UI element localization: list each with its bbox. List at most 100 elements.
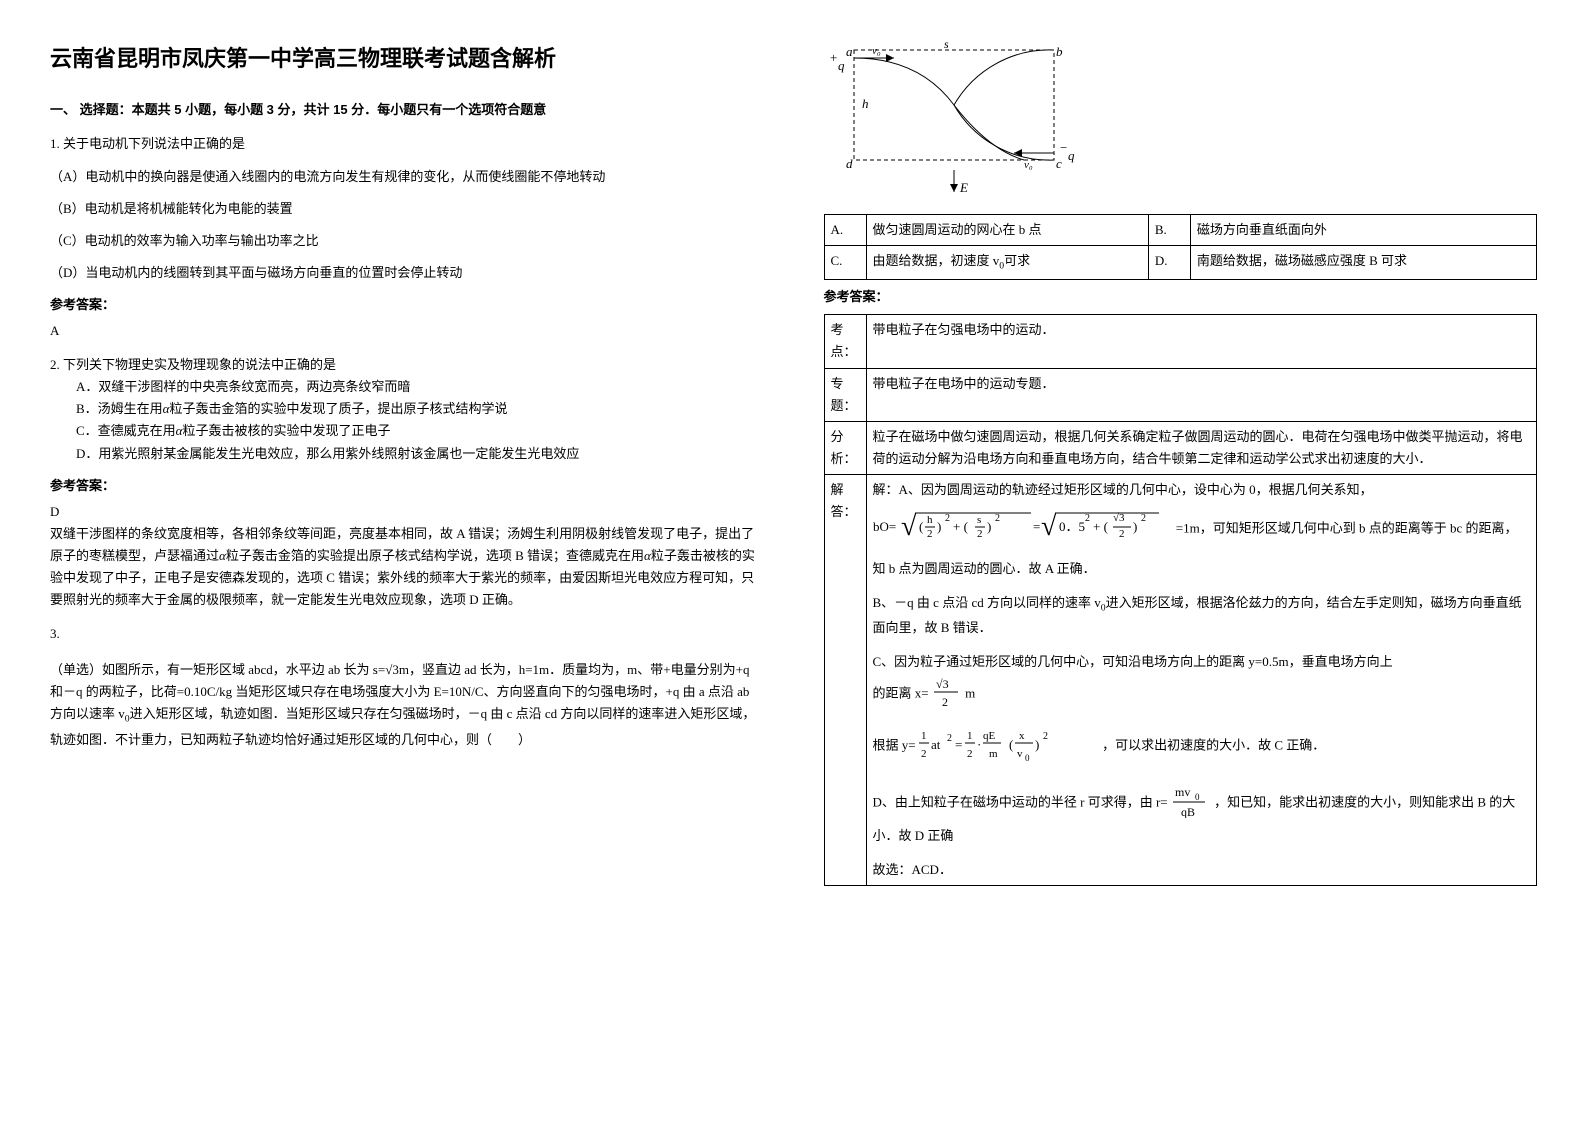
svg-text:at: at (931, 737, 941, 752)
svg-text:2: 2 (945, 513, 950, 524)
svg-text:2: 2 (1141, 513, 1146, 524)
svg-text:2: 2 (1085, 513, 1090, 524)
row-zhuanti-text: 带电粒子在电场中的运动专题． (866, 368, 1537, 421)
opt-b-text: 磁场方向垂直纸面向外 (1190, 215, 1536, 246)
svg-text:q: q (838, 58, 845, 73)
opt-a-text: 做匀速圆周运动的网心在 b 点 (866, 215, 1148, 246)
svg-text:=: = (955, 737, 962, 752)
q1-opt-a: （A）电动机中的换向器是使通入线圈内的电流方向发生有规律的变化，从而使线圈能不停… (50, 166, 764, 188)
q1-stem: 1. 关于电动机下列说法中正确的是 (50, 133, 764, 155)
svg-text:√: √ (901, 511, 917, 542)
formula-y: 1 2 at 2 = 1 2 · qE (919, 723, 1099, 770)
step-c: C、因为粒子通过矩形区域的几何中心，可知沿电场方向上的距离 y=0.5m，垂直电… (873, 651, 1531, 769)
svg-text:(: ( (1009, 737, 1013, 752)
svg-text:bO=: bO= (873, 519, 896, 534)
formula-r: mv 0 qB (1171, 782, 1211, 825)
page-title: 云南省昆明市凤庆第一中学高三物理联考试题含解析 (50, 40, 764, 77)
q2-opt-b: B．汤姆生在用α粒子轰击金箔的实验中发现了质子，提出原子核式结构学说 (50, 398, 764, 420)
question-3: （单选）如图所示，有一矩形区域 abcd，水平边 ab 长为 s=√3m，竖直边… (50, 659, 764, 750)
q2-opt-a: A．双缝干涉图样的中央亮条纹宽而亮，两边亮条纹窄而暗 (50, 376, 764, 398)
row-kaodian-label: 考点： (824, 315, 866, 368)
physics-diagram: a b c d s + q v₀ h − q v₀ E (824, 40, 1084, 200)
step-a: 解：A、因为圆周运动的轨迹经过矩形区域的几何中心，设中心为 0，根据几何关系知，… (873, 479, 1531, 580)
svg-text:h: h (862, 96, 869, 111)
opt-c-label: C. (824, 246, 866, 280)
svg-text:mv: mv (1175, 785, 1190, 799)
svg-text:0: 0 (1025, 753, 1030, 763)
svg-text:): ) (937, 519, 941, 534)
svg-text:−: − (1060, 140, 1067, 155)
svg-text:): ) (1133, 519, 1137, 534)
svg-text:1: 1 (921, 730, 927, 742)
q2-answer-label: 参考答案： (50, 475, 764, 497)
formula-x: √3 2 (932, 674, 962, 715)
opt-d-label: D. (1148, 246, 1190, 280)
svg-text:2: 2 (1043, 731, 1048, 742)
q1-opt-b: （B）电动机是将机械能转化为电能的装置 (50, 198, 764, 220)
row-fenxi-label: 分析： (824, 421, 866, 474)
svg-text:(: ( (919, 519, 923, 534)
step-b: B、－q 由 c 点沿 cd 方向以同样的速率 v0进入矩形区域，根据洛伦兹力的… (873, 592, 1531, 639)
svg-text:2: 2 (1119, 528, 1125, 540)
svg-text:qE: qE (983, 730, 996, 742)
svg-text:v₀: v₀ (1024, 159, 1033, 171)
svg-text:2: 2 (947, 733, 952, 744)
q2-opt-c: C．查德威克在用α粒子轰击被核的实验中发现了正电子 (50, 420, 764, 442)
row-kaodian-text: 带电粒子在匀强电场中的运动． (866, 315, 1537, 368)
q1-opt-d: （D）当电动机内的线圈转到其平面与磁场方向垂直的位置时会停止转动 (50, 262, 764, 284)
svg-text:a: a (846, 44, 853, 59)
svg-text:1: 1 (967, 730, 973, 742)
opt-b-label: B. (1148, 215, 1190, 246)
svg-text:b: b (1056, 44, 1063, 59)
q3-number: 3. (50, 623, 764, 645)
question-2: 2. 下列关下物理史实及物理现象的说法中正确的是 A．双缝干涉图样的中央亮条纹宽… (50, 354, 764, 464)
formula-bo: bO= √ ( h 2 ) 2 + ( s (873, 501, 1173, 558)
row-jieda-text: 解：A、因为圆周运动的轨迹经过矩形区域的几何中心，设中心为 0，根据几何关系知，… (866, 474, 1537, 885)
svg-text:E: E (959, 180, 968, 195)
svg-text:√3: √3 (1113, 512, 1125, 524)
q2-opt-d: D．用紫光照射某金属能发生光电效应，那么用紫外线照射该金属也一定能发生光电效应 (50, 443, 764, 465)
question-1: 1. 关于电动机下列说法中正确的是 (50, 133, 764, 155)
svg-text:x: x (1019, 730, 1025, 742)
svg-text:2: 2 (927, 528, 933, 540)
row-jieda-label: 解答： (824, 474, 866, 885)
q2-stem: 2. 下列关下物理史实及物理现象的说法中正确的是 (50, 354, 764, 376)
q1-answer: A (50, 320, 764, 342)
q1-answer-label: 参考答案： (50, 294, 764, 316)
svg-text:m: m (989, 748, 998, 760)
svg-text:c: c (1056, 156, 1062, 171)
analysis-table: 考点： 带电粒子在匀强电场中的运动． 专题： 带电粒子在电场中的运动专题． 分析… (824, 314, 1538, 886)
svg-text:2: 2 (977, 528, 983, 540)
svg-text:h: h (927, 514, 933, 526)
svg-text:2: 2 (921, 748, 927, 760)
opt-c-text: 由题给数据，初速度 v0可求 (866, 246, 1148, 280)
section-heading: 一、 选择题：本题共 5 小题，每小题 3 分，共计 15 分．每小题只有一个选… (50, 99, 764, 121)
svg-text:0: 0 (1195, 792, 1200, 802)
svg-text:): ) (1035, 737, 1039, 752)
q2-explanation: 双缝干涉图样的条纹宽度相等，各相邻条纹等间距，亮度基本相同，故 A 错误；汤姆生… (50, 523, 764, 611)
svg-text:qB: qB (1181, 805, 1195, 818)
svg-text:2: 2 (995, 513, 1000, 524)
svg-text:+ (: + ( (953, 519, 968, 534)
svg-text:+ (: + ( (1093, 519, 1108, 534)
svg-text:s: s (944, 40, 949, 51)
q3-answer-label: 参考答案： (824, 286, 1538, 308)
q2-answer: D 双缝干涉图样的条纹宽度相等，各相邻条纹等间距，亮度基本相同，故 A 错误；汤… (50, 501, 764, 611)
svg-text:s: s (977, 514, 981, 526)
svg-text:√: √ (1041, 511, 1057, 542)
svg-text:q: q (1068, 148, 1075, 163)
svg-text:d: d (846, 156, 853, 171)
svg-text:=: = (1033, 519, 1040, 534)
opt-a-label: A. (824, 215, 866, 246)
step-d: D、由上知粒子在磁场中运动的半径 r 可求得，由 r= mv 0 qB ，知已知… (873, 782, 1531, 847)
q1-opt-c: （C）电动机的效率为输入功率与输出功率之比 (50, 230, 764, 252)
svg-text:v₀: v₀ (872, 45, 881, 57)
row-fenxi-text: 粒子在磁场中做匀速圆周运动，根据几何关系确定粒子做圆周运动的圆心．电荷在匀强电场… (866, 421, 1537, 474)
svg-text:v: v (1017, 748, 1023, 760)
svg-text:·: · (977, 737, 981, 752)
options-table: A. 做匀速圆周运动的网心在 b 点 B. 磁场方向垂直纸面向外 C. 由题给数… (824, 214, 1538, 280)
svg-text:+: + (830, 50, 837, 65)
svg-text:): ) (987, 519, 991, 534)
svg-text:2: 2 (942, 695, 948, 708)
opt-d-text: 南题给数据，磁场磁感应强度 B 可求 (1190, 246, 1536, 280)
